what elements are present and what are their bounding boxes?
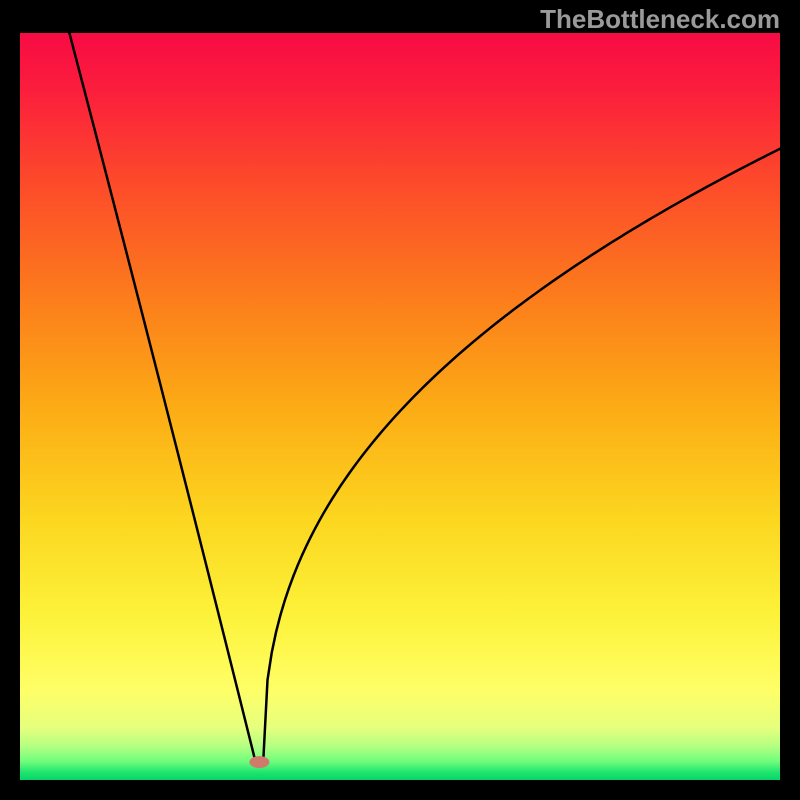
watermark-text: TheBottleneck.com xyxy=(540,4,780,35)
gradient-plot-area xyxy=(0,0,800,800)
gradient-background xyxy=(20,33,780,780)
optimal-point-marker xyxy=(249,756,269,768)
